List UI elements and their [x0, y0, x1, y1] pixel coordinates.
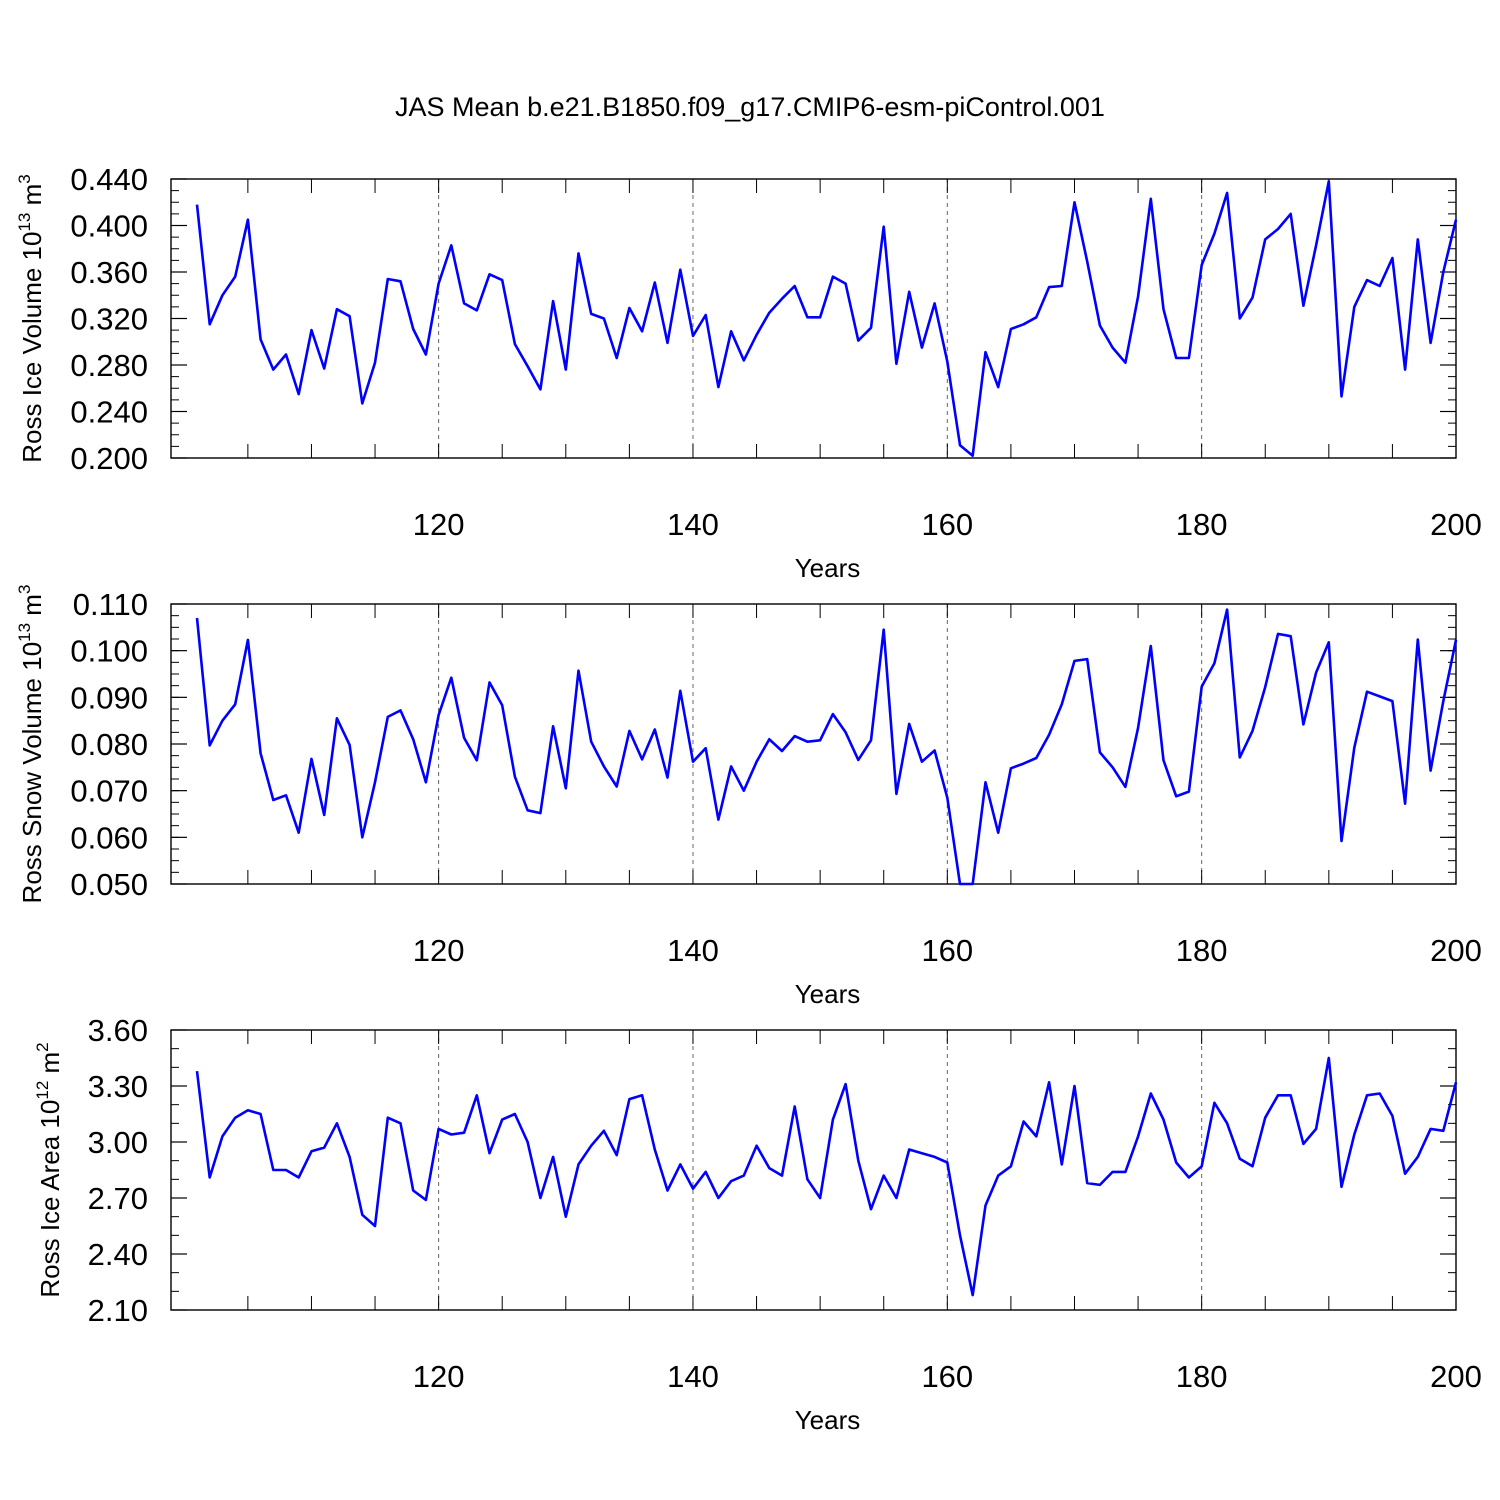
y-tick-label: 0.110: [73, 587, 148, 622]
y-tick-label: 2.40: [88, 1237, 148, 1272]
y-tick-label: 0.070: [70, 774, 148, 809]
y-tick-label: 2.70: [88, 1181, 148, 1216]
data-series-line: [195, 1056, 1458, 1297]
x-tick-label-160: 160: [921, 933, 973, 968]
y-tick-label: 0.090: [70, 680, 148, 715]
x-axis-label: Years: [795, 553, 861, 583]
y-axis-label-unit: m: [35, 1052, 65, 1081]
y-tick-label: 0.100: [70, 634, 148, 669]
y-tick-label: 2.10: [88, 1293, 148, 1328]
y-tick-label: 0.080: [70, 727, 148, 762]
x-axis-label: Years: [795, 1405, 861, 1435]
y-axis-label: Ross Ice Area 1012 m2: [33, 1042, 65, 1297]
y-tick-label: 0.320: [70, 302, 148, 337]
x-tick-label-140: 140: [667, 507, 719, 542]
x-axis-label: Years: [795, 979, 861, 1009]
x-tick-label-200: 200: [1430, 1359, 1482, 1394]
y-tick-label: 0.440: [70, 162, 148, 197]
x-tick-label-180: 180: [1176, 1359, 1228, 1394]
x-tick-label-200: 200: [1430, 933, 1482, 968]
y-axis-label: Ross Snow Volume 1013 m3: [15, 585, 47, 904]
y-axis-label-unit-exponent: 3: [15, 585, 34, 594]
panel-2: 120 140 160 180 200 Years 0.050 0.060 0.070 0.080…: [15, 585, 1482, 1009]
chart-title: JAS Mean b.e21.B1850.f09_g17.CMIP6-esm-p…: [395, 92, 1105, 122]
y-axis-label-base: Ross Ice Volume 10: [17, 232, 47, 463]
y-axis-label-unit: m: [17, 594, 47, 623]
y-tick-label: 0.060: [70, 820, 148, 855]
y-tick-label: 3.00: [88, 1125, 148, 1160]
y-axis-label-unit: m: [17, 184, 47, 213]
x-tick-label-120: 120: [413, 1359, 465, 1394]
data-series-line: [195, 180, 1458, 458]
y-axis-label-base: Ross Ice Area 10: [35, 1100, 65, 1298]
y-tick-label: 3.30: [88, 1069, 148, 1104]
y-axis-label-base: Ross Snow Volume 10: [17, 642, 47, 904]
x-tick-label-160: 160: [921, 1359, 973, 1394]
x-minor-ticks: [247, 179, 1457, 458]
data-series-line: [195, 608, 1458, 886]
x-tick-label-140: 140: [667, 933, 719, 968]
x-tick-label-120: 120: [413, 507, 465, 542]
x-minor-ticks: [247, 604, 1457, 884]
y-tick-label: 0.360: [70, 255, 148, 290]
panel-3: 120 140 160 180 200 Years 2.10 2.40 2.70 3.00 3.30…: [33, 1013, 1482, 1435]
x-tick-label-200: 200: [1430, 507, 1482, 542]
y-axis-label: Ross Ice Volume 1013 m3: [15, 174, 47, 463]
y-tick-label: 0.280: [70, 348, 148, 383]
y-axis-label-exponent: 13: [15, 623, 34, 642]
y-axis-label-exponent: 12: [33, 1081, 52, 1100]
x-tick-label-180: 180: [1176, 507, 1228, 542]
x-tick-label-120: 120: [413, 933, 465, 968]
y-tick-label: 0.050: [70, 867, 148, 902]
plot-frame: [170, 1029, 1457, 1311]
y-tick-label: 0.200: [70, 441, 148, 476]
y-axis-label-unit-exponent: 3: [15, 174, 34, 183]
x-tick-label-180: 180: [1176, 933, 1228, 968]
y-axis-label-exponent: 13: [15, 213, 34, 232]
x-tick-label-140: 140: [667, 1359, 719, 1394]
x-minor-ticks: [247, 1030, 1457, 1310]
y-tick-label: 0.240: [70, 395, 148, 430]
y-tick-label: 3.60: [88, 1013, 148, 1048]
x-tick-label-160: 160: [921, 507, 973, 542]
panel-1: 120 140 160 180 200 Years 0.200 0.240 0.280 0.320…: [15, 162, 1482, 583]
y-tick-label: 0.400: [70, 209, 148, 244]
y-axis-label-unit-exponent: 2: [33, 1042, 52, 1051]
